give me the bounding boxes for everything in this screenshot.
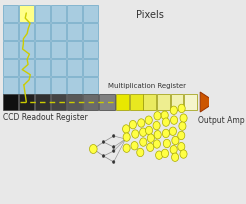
Bar — [19, 24, 34, 41]
Bar — [35, 94, 50, 110]
Bar — [2, 60, 18, 77]
Circle shape — [155, 151, 163, 160]
Bar — [83, 42, 98, 59]
Circle shape — [178, 105, 185, 113]
Circle shape — [180, 150, 187, 159]
Text: Multiplication Register: Multiplication Register — [108, 83, 186, 89]
Bar — [143, 94, 156, 110]
Circle shape — [219, 100, 224, 105]
Bar — [67, 42, 82, 59]
Bar — [2, 42, 18, 59]
Text: Output Amp: Output Amp — [199, 115, 245, 124]
Circle shape — [162, 118, 169, 127]
Bar — [19, 42, 34, 59]
Bar — [35, 24, 50, 41]
Bar — [2, 24, 18, 41]
Bar — [19, 78, 34, 94]
Bar — [51, 42, 66, 59]
Circle shape — [172, 137, 179, 145]
Bar — [51, 24, 66, 41]
Circle shape — [112, 146, 115, 149]
Circle shape — [139, 128, 147, 137]
Bar — [35, 42, 50, 59]
Bar — [83, 78, 98, 94]
Bar — [83, 60, 98, 77]
Bar — [19, 94, 34, 110]
Bar — [19, 60, 34, 77]
Circle shape — [90, 145, 97, 154]
Circle shape — [154, 131, 161, 139]
Circle shape — [178, 132, 185, 140]
Circle shape — [102, 141, 105, 144]
Circle shape — [169, 128, 176, 136]
Circle shape — [179, 122, 186, 131]
Bar — [67, 78, 82, 94]
Bar — [19, 6, 34, 23]
Circle shape — [145, 127, 153, 135]
Circle shape — [161, 112, 168, 120]
Bar — [51, 94, 66, 110]
Bar — [83, 94, 98, 110]
Circle shape — [170, 116, 178, 125]
Circle shape — [147, 143, 154, 152]
Circle shape — [112, 150, 115, 153]
Circle shape — [131, 142, 138, 150]
Circle shape — [102, 155, 105, 158]
Circle shape — [161, 150, 169, 158]
Polygon shape — [200, 93, 215, 112]
Circle shape — [140, 138, 147, 146]
Circle shape — [123, 125, 130, 133]
Bar — [67, 24, 82, 41]
Circle shape — [123, 144, 130, 153]
Bar — [35, 6, 50, 23]
Circle shape — [171, 153, 179, 162]
Circle shape — [145, 116, 152, 125]
Bar — [130, 94, 142, 110]
Circle shape — [147, 134, 154, 143]
Bar — [67, 60, 82, 77]
Circle shape — [170, 146, 177, 154]
Circle shape — [153, 140, 160, 149]
Bar — [35, 78, 50, 94]
Bar — [51, 78, 66, 94]
Circle shape — [112, 161, 115, 164]
Circle shape — [163, 140, 170, 148]
Circle shape — [137, 149, 144, 157]
Bar — [35, 60, 50, 77]
Circle shape — [138, 119, 145, 128]
Bar — [170, 94, 183, 110]
Bar — [157, 94, 170, 110]
Text: CCD Readout Register: CCD Readout Register — [2, 112, 87, 121]
Text: Pixels: Pixels — [136, 10, 164, 20]
Bar — [2, 78, 18, 94]
Circle shape — [129, 121, 137, 129]
Circle shape — [123, 133, 130, 142]
Circle shape — [154, 112, 161, 120]
Circle shape — [180, 114, 187, 123]
Circle shape — [132, 130, 139, 139]
Bar — [67, 6, 82, 23]
Bar — [2, 6, 18, 23]
Circle shape — [170, 106, 177, 115]
Circle shape — [153, 122, 160, 130]
Circle shape — [112, 135, 115, 138]
Circle shape — [178, 143, 185, 151]
Bar — [184, 94, 197, 110]
Bar — [83, 6, 98, 23]
Bar — [51, 60, 66, 77]
Bar — [116, 94, 129, 110]
Bar — [67, 94, 82, 110]
Bar — [99, 94, 115, 110]
Bar — [2, 94, 18, 110]
Circle shape — [162, 130, 169, 138]
Bar — [51, 6, 66, 23]
Bar — [83, 24, 98, 41]
